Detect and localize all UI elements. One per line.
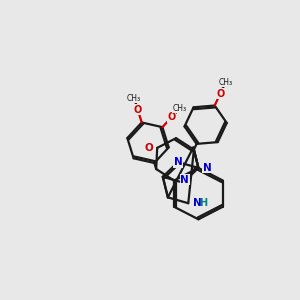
Text: O: O <box>216 88 224 98</box>
Text: N: N <box>203 163 212 173</box>
Text: N: N <box>174 157 182 167</box>
Text: CH₃: CH₃ <box>127 94 141 103</box>
Text: O: O <box>134 105 142 115</box>
Text: CH₃: CH₃ <box>173 104 187 113</box>
Text: O: O <box>167 112 175 122</box>
Text: O: O <box>145 143 154 153</box>
Text: N: N <box>193 198 201 208</box>
Text: N: N <box>180 175 189 185</box>
Text: H: H <box>200 198 208 208</box>
Text: CH₃: CH₃ <box>218 78 233 87</box>
